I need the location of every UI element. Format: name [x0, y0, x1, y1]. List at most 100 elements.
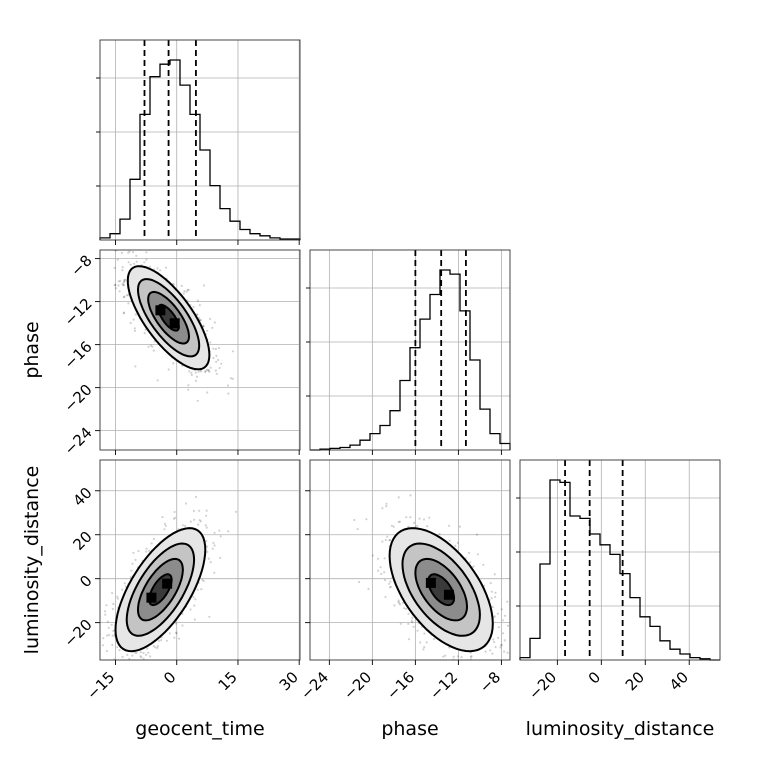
scatter-point [192, 596, 195, 599]
scatter-point [208, 370, 211, 373]
scatter-point [496, 612, 499, 615]
scatter-point [215, 354, 218, 357]
scatter-point [177, 637, 181, 640]
scatter-point [123, 278, 126, 282]
scatter-point [428, 516, 431, 519]
scatter-point [416, 629, 419, 632]
panel-geocent-time-vs-phase [112, 245, 235, 402]
y-tick-label-luminosity-distance: 0 [76, 572, 95, 591]
scatter-point [127, 261, 130, 264]
scatter-point [195, 375, 199, 378]
scatter-point [127, 251, 130, 254]
scatter-point [205, 526, 208, 529]
scatter-point [159, 269, 162, 272]
scatter-point [411, 616, 414, 620]
scatter-point [212, 356, 215, 360]
scatter-point [388, 582, 391, 585]
density-peak-phase-vs-luminosity-distance [425, 577, 436, 588]
scatter-point [194, 495, 197, 498]
x-tick-label-luminosity-distance: 40 [666, 668, 692, 694]
y-tick-label-phase: −20 [61, 381, 96, 416]
scatter-point [231, 350, 235, 353]
scatter-point [140, 663, 142, 665]
scatter-point [168, 632, 171, 635]
scatter-point [212, 541, 215, 545]
scatter-point [189, 520, 192, 523]
scatter-point [108, 633, 111, 637]
scatter-point [234, 510, 237, 513]
scatter-point [213, 544, 216, 547]
scatter-point [152, 349, 155, 352]
scatter-point [392, 525, 395, 528]
scatter-point [187, 384, 190, 387]
scatter-point [493, 573, 496, 576]
scatter-point [132, 251, 135, 254]
scatter-point [135, 260, 138, 263]
scatter-point [205, 539, 208, 543]
panel-frame-geocent-time-vs-luminosity-distance [99, 459, 301, 661]
scatter-point [123, 280, 126, 283]
scatter-point [217, 358, 220, 362]
scatter-point [500, 643, 503, 647]
scatter-point [117, 280, 120, 283]
scatter-point [133, 327, 136, 330]
scatter-point [412, 521, 416, 525]
scatter-point [211, 326, 214, 329]
scatter-point [173, 510, 176, 514]
scatter-point [121, 269, 124, 272]
scatter-point [133, 262, 136, 265]
scatter-point [200, 370, 203, 373]
scatter-point [499, 646, 502, 649]
scatter-point [183, 290, 186, 293]
scatter-point [503, 650, 506, 653]
scatter-point [407, 525, 410, 528]
scatter-point [123, 295, 126, 298]
scatter-point [442, 655, 445, 658]
scatter-point [139, 651, 142, 654]
density-peak-geocent-time-vs-luminosity-distance [146, 592, 157, 603]
scatter-point [377, 569, 380, 572]
density-peak-geocent-time-vs-phase [169, 318, 180, 329]
x-tick-label-phase: −16 [383, 668, 418, 703]
scatter-point [186, 288, 189, 291]
scatter-point [112, 629, 115, 633]
density-peak-phase-vs-luminosity-distance [443, 589, 454, 600]
scatter-point [101, 644, 104, 647]
scatter-point [227, 392, 230, 395]
scatter-point [450, 663, 452, 665]
scatter-point [116, 258, 119, 261]
scatter-point [181, 524, 184, 527]
scatter-point [423, 632, 426, 635]
scatter-point [379, 566, 382, 569]
scatter-point [174, 631, 178, 634]
scatter-point [492, 638, 495, 641]
scatter-point [194, 379, 198, 382]
scatter-point [416, 524, 419, 527]
scatter-point [397, 599, 400, 602]
scatter-point [112, 245, 114, 247]
scatter-point [196, 313, 199, 316]
scatter-point [205, 509, 208, 512]
scatter-point [150, 542, 153, 545]
scatter-point [206, 329, 209, 332]
scatter-point [112, 602, 115, 606]
scatter-point [193, 604, 196, 607]
x-tick-label-phase: −12 [426, 668, 461, 703]
scatter-point [385, 505, 388, 508]
panel-phase-vs-luminosity-distance [353, 494, 510, 665]
scatter-point [105, 649, 108, 653]
x-tick-label-phase: −24 [297, 668, 332, 703]
y-axis-label-phase: phase [21, 321, 43, 378]
scatter-point [119, 279, 122, 283]
scatter-point [207, 369, 210, 372]
scatter-point [116, 597, 119, 600]
scatter-point [181, 624, 184, 627]
scatter-point [490, 597, 493, 600]
scatter-point [353, 518, 356, 522]
scatter-point [356, 528, 359, 531]
scatter-point [118, 667, 120, 669]
scatter-point [193, 618, 196, 621]
scatter-point [425, 641, 428, 644]
scatter-point [129, 263, 132, 266]
